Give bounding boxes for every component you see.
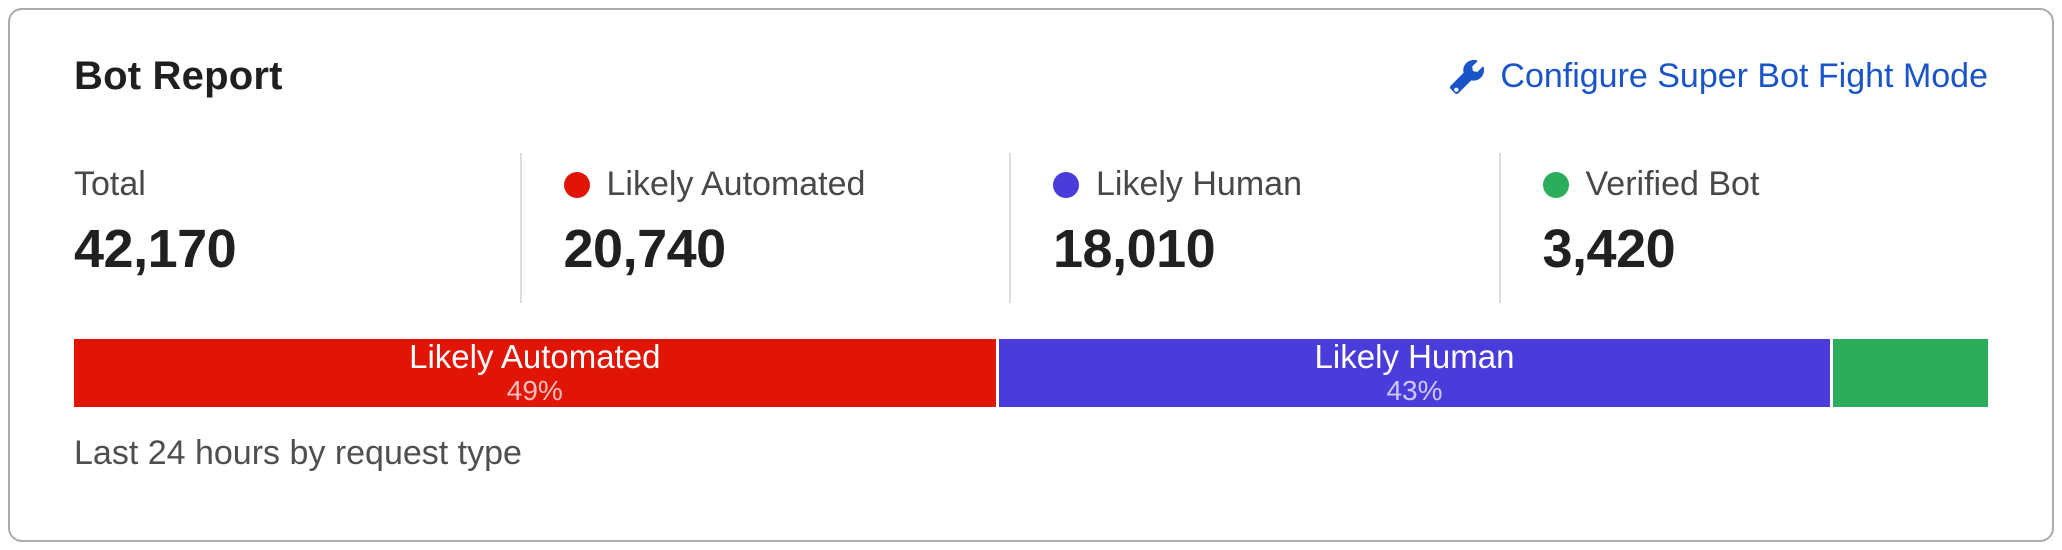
stat-likely-automated: Likely Automated 20,740: [519, 153, 1010, 303]
stat-total-value: 42,170: [74, 219, 237, 279]
page-title: Bot Report: [74, 54, 283, 98]
stat-likely-automated-label: Likely Automated: [606, 165, 866, 203]
stat-likely-automated-value: 20,740: [563, 219, 727, 279]
stats-row: Total 42,170 Likely Automated 20,740 Lik…: [74, 153, 1988, 303]
bar-segment-likely-automated-pct: 49%: [506, 375, 563, 407]
stat-verified-bot: Verified Bot 3,420: [1498, 153, 1989, 303]
wrench-icon: [1450, 59, 1485, 94]
request-type-stacked-bar: Likely Automated 49% Likely Human 43%: [74, 339, 1988, 407]
bar-segment-likely-automated-label: Likely Automated: [409, 339, 661, 375]
stat-total-label: Total: [74, 165, 146, 203]
bar-segment-verified-bot[interactable]: [1833, 339, 1988, 407]
bar-segment-likely-human-label: Likely Human: [1314, 339, 1515, 375]
verified-bot-dot-icon: [1542, 171, 1569, 198]
stat-likely-human-label: Likely Human: [1096, 165, 1302, 203]
time-range-caption: Last 24 hours by request type: [74, 434, 522, 472]
stat-total: Total 42,170: [74, 153, 520, 303]
likely-human-dot-icon: [1053, 171, 1079, 198]
likely-automated-dot-icon: [563, 171, 590, 198]
stat-likely-human-value: 18,010: [1053, 219, 1216, 279]
stat-verified-bot-label: Verified Bot: [1585, 165, 1760, 203]
configure-super-bot-fight-mode-link[interactable]: Configure Super Bot Fight Mode: [1450, 57, 1988, 96]
configure-link-label: Configure Super Bot Fight Mode: [1500, 57, 1988, 95]
bar-segment-likely-automated[interactable]: Likely Automated 49%: [74, 339, 996, 407]
bot-report-card: Bot Report Configure Super Bot Fight Mod…: [8, 8, 2054, 542]
bar-segment-likely-human-pct: 43%: [1386, 375, 1443, 407]
stat-verified-bot-value: 3,420: [1542, 219, 1676, 279]
card-header: Bot Report Configure Super Bot Fight Mod…: [74, 54, 1988, 99]
bar-segment-likely-human[interactable]: Likely Human 43%: [998, 339, 1831, 407]
stat-likely-human: Likely Human 18,010: [1009, 153, 1499, 303]
